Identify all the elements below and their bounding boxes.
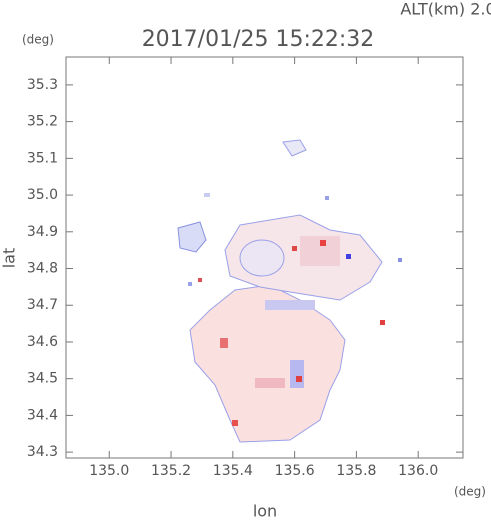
- y-tick-label: 35.1: [27, 150, 58, 166]
- y-tick-label: 35.0: [27, 187, 58, 203]
- x-tick-label: 135.2: [151, 463, 191, 479]
- y-tick-label: 34.9: [27, 224, 58, 240]
- y-tick-label: 34.6: [27, 334, 58, 350]
- annotation: ALT(km) 2.0: [400, 0, 491, 19]
- x-tick-label: 135.6: [275, 463, 315, 479]
- y-tick-label: 34.7: [27, 297, 58, 313]
- y-tick-label: 34.5: [27, 371, 58, 387]
- echo-field: [177, 139, 402, 443]
- y-axis-label: lat: [0, 248, 19, 269]
- x-tick-label: 135.4: [213, 463, 253, 479]
- y-tick-label: 35.3: [27, 77, 58, 93]
- y-tick-label: 35.2: [27, 114, 58, 130]
- plot-frame: [65, 56, 464, 459]
- y-tick-label: 34.4: [27, 407, 58, 423]
- y-unit: (deg): [22, 33, 54, 47]
- chart-title: 2017/01/25 15:22:32: [142, 27, 375, 52]
- x-tick-label: 135.0: [89, 463, 129, 479]
- y-tick-label: 34.3: [27, 444, 58, 460]
- x-tick-label: 136.0: [398, 463, 438, 479]
- x-tick-label: 135.8: [336, 463, 376, 479]
- x-axis-label: lon: [253, 502, 277, 521]
- x-unit: (deg): [454, 485, 486, 499]
- y-tick-label: 34.8: [27, 261, 58, 277]
